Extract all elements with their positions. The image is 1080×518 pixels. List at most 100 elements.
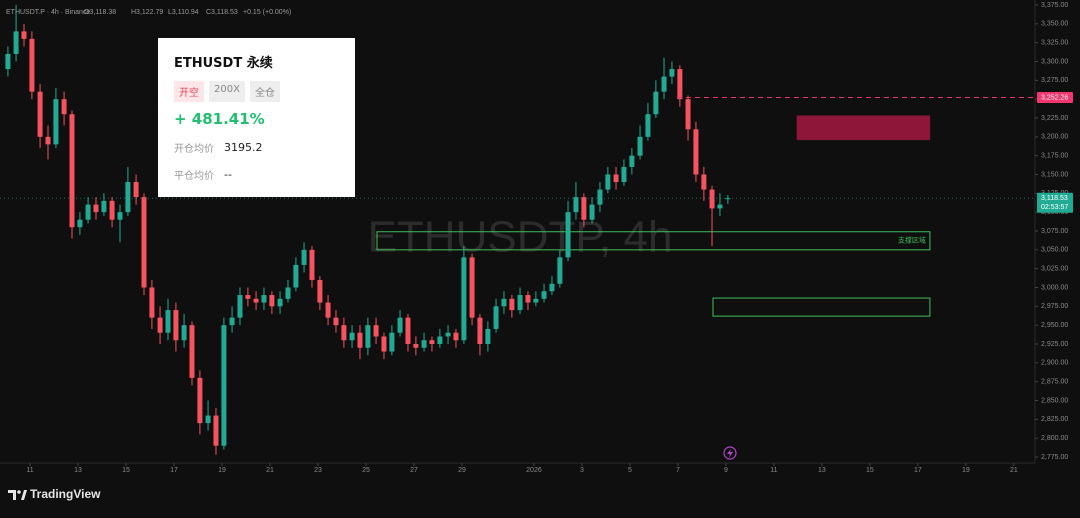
candle <box>117 204 123 243</box>
candle <box>421 332 427 352</box>
candle <box>317 276 323 311</box>
candle-body <box>709 189 715 209</box>
card-value: -- <box>224 168 232 181</box>
y-tick-label: 2,850.00 <box>1041 397 1068 404</box>
candle-body <box>157 317 163 333</box>
y-tick-label: 3,275.00 <box>1041 77 1068 84</box>
y-tick-label: 3,225.00 <box>1041 115 1068 122</box>
candle-body <box>101 200 107 213</box>
legend-open: O3,118.38 <box>84 9 116 16</box>
candle <box>213 408 219 455</box>
candle <box>253 291 259 311</box>
card-key: 平仓均价 <box>174 171 214 182</box>
candle <box>453 328 459 348</box>
x-tick-label: 21 <box>266 467 274 474</box>
candle <box>157 306 163 344</box>
candle-body <box>13 31 19 54</box>
plot-layer: 支撑区域 <box>0 5 1035 455</box>
candle <box>557 249 563 288</box>
candle-body <box>133 182 139 198</box>
candle-body <box>437 336 443 344</box>
price-label-box <box>1037 192 1073 213</box>
candle <box>53 87 59 149</box>
candle <box>165 298 171 341</box>
y-tick-label: 2,825.00 <box>1041 416 1068 423</box>
candle-body <box>469 257 475 318</box>
x-tick-label: 19 <box>962 467 970 474</box>
candle <box>181 313 187 348</box>
candle-body <box>29 38 35 92</box>
candle-body <box>61 99 67 115</box>
candle <box>309 246 315 288</box>
candle <box>293 257 299 292</box>
candle <box>341 317 347 348</box>
legend-high: H3,122.79 <box>131 9 163 16</box>
candle-body <box>285 287 291 299</box>
price-label-box <box>1037 91 1073 103</box>
y-tick-label: 3,350.00 <box>1041 21 1068 28</box>
x-tick-label: 29 <box>458 467 466 474</box>
candle <box>541 283 547 303</box>
candle <box>701 166 707 201</box>
candle-body <box>365 325 371 348</box>
candle-body <box>445 332 451 337</box>
candle-body <box>405 317 411 344</box>
candle-body <box>653 91 659 115</box>
candle-body <box>333 317 339 326</box>
price-label: 3,118.53 <box>1041 195 1068 202</box>
candle <box>397 310 403 337</box>
card-symbol: ETHUSDT 永续 <box>174 56 273 71</box>
candle <box>597 182 603 213</box>
candle-body <box>717 204 723 209</box>
card-tag: 全仓 <box>249 81 280 102</box>
candle <box>349 325 355 348</box>
brand-logo <box>8 490 27 500</box>
candle-body <box>453 332 459 341</box>
candle <box>477 313 483 356</box>
candle-body <box>645 114 651 137</box>
event-icon[interactable] <box>723 446 737 460</box>
y-tick-label: 2,800.00 <box>1041 435 1068 442</box>
candle-body <box>165 310 171 333</box>
candle-body <box>325 302 331 318</box>
y-tick-label: 2,875.00 <box>1041 379 1068 386</box>
candle <box>229 306 235 333</box>
candle-body <box>725 198 731 200</box>
candle <box>269 291 275 314</box>
candle-body <box>197 377 203 424</box>
candle-body <box>341 325 347 341</box>
candle <box>29 31 35 100</box>
candle-body <box>517 295 523 311</box>
candle-body <box>701 174 707 190</box>
x-tick-label: 15 <box>866 467 874 474</box>
legend-change: +0.15 (+0.00%) <box>243 9 291 16</box>
price-timer: 02:53:57 <box>1041 204 1068 211</box>
y-tick-label: 2,900.00 <box>1041 360 1068 367</box>
candle <box>461 246 467 344</box>
candle <box>485 321 491 352</box>
candle <box>613 166 619 190</box>
card-tags: 开空 200X 全仓 <box>174 81 339 102</box>
candle-body <box>461 257 467 341</box>
candle <box>437 328 443 348</box>
candle-body <box>493 306 499 329</box>
candle <box>469 253 475 326</box>
candle-body <box>381 336 387 352</box>
candle <box>205 400 211 431</box>
candle-body <box>533 298 539 303</box>
candle <box>645 102 651 141</box>
candle <box>509 295 515 318</box>
candle-body <box>229 317 235 326</box>
candle <box>493 298 499 333</box>
x-tick-label: 13 <box>818 467 826 474</box>
candle-body <box>613 174 619 183</box>
card-pnl: + 481.41% <box>174 110 265 128</box>
candle <box>445 325 451 344</box>
legend-close: C3,118.53 <box>206 9 238 16</box>
candle-body <box>237 295 243 318</box>
candle-body <box>221 325 227 446</box>
x-tick-label: 17 <box>170 467 178 474</box>
y-tick-label: 2,925.00 <box>1041 341 1068 348</box>
